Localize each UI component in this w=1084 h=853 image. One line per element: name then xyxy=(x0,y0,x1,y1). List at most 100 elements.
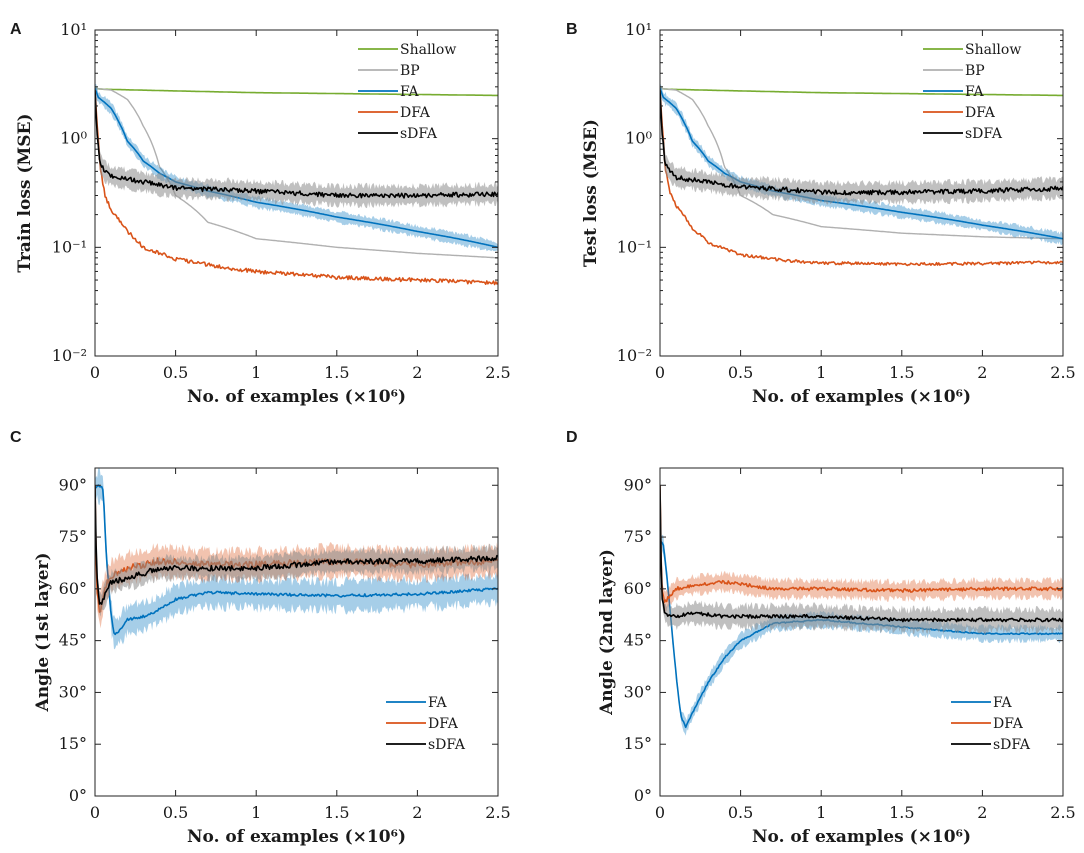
y-tick-label: 45° xyxy=(624,631,652,650)
axes-frame xyxy=(659,467,1064,797)
band-sdfa xyxy=(660,475,1063,635)
y-axis-label: Angle (2nd layer) xyxy=(597,549,617,716)
x-axis-label: No. of examples (×10⁶) xyxy=(187,827,406,847)
series-line-fa xyxy=(95,88,498,249)
y-tick-label: 10¹ xyxy=(625,20,652,39)
x-tick-label: 0.5 xyxy=(728,363,753,382)
legend-label-fa: FA xyxy=(993,695,1012,711)
x-tick-label: 0.5 xyxy=(728,803,753,822)
y-tick-label: 0° xyxy=(634,786,652,805)
x-tick-label: 0.5 xyxy=(163,363,188,382)
y-tick-label: 45° xyxy=(59,631,87,650)
panel-letter: B xyxy=(566,21,578,38)
y-tick-label: 10⁰ xyxy=(60,129,87,148)
y-tick-label: 60° xyxy=(59,579,87,598)
y-tick-label: 10⁻¹ xyxy=(52,237,87,256)
x-tick-label: 1 xyxy=(251,363,261,382)
x-tick-label: 1.5 xyxy=(889,363,914,382)
legend: Shallow BP FA DFA sDFA xyxy=(358,42,456,142)
x-tick-label: 2.5 xyxy=(1050,803,1075,822)
y-tick-label: 75° xyxy=(624,527,652,546)
legend: FA DFA sDFA xyxy=(386,695,466,753)
y-tick-label: 75° xyxy=(59,527,87,546)
legend-label-dfa: DFA xyxy=(400,105,431,121)
y-axis-label: Angle (1st layer) xyxy=(33,552,53,712)
series-line-shallow xyxy=(95,87,498,97)
x-tick-label: 2.5 xyxy=(1050,363,1075,382)
x-axis-label: No. of examples (×10⁶) xyxy=(187,387,406,407)
x-tick-label: 2 xyxy=(412,803,422,822)
series-line-dfa xyxy=(660,90,1063,267)
x-tick-label: 0 xyxy=(655,803,665,822)
panel-letter: C xyxy=(10,429,22,446)
y-tick-label: 10⁻² xyxy=(617,346,652,365)
y-tick-label: 30° xyxy=(624,682,652,701)
panel-d: D 0 0.5 1 1.5 2 2.5 0° 15° 30° 45° 60° 75° 90° No. of … xyxy=(566,429,1076,847)
legend-label-fa: FA xyxy=(400,84,419,100)
x-tick-label: 1.5 xyxy=(324,803,349,822)
legend-label-bp: BP xyxy=(965,63,985,79)
series-line-fa xyxy=(95,484,498,636)
y-tick-label: 0° xyxy=(69,786,87,805)
series-line-fa xyxy=(660,88,1063,240)
x-axis-label: No. of examples (×10⁶) xyxy=(752,387,971,407)
x-tick-label: 2 xyxy=(977,363,987,382)
band-fa xyxy=(660,82,1063,246)
legend-label-sdfa: sDFA xyxy=(428,737,466,753)
series-line-bp xyxy=(660,87,1063,240)
y-tick-label: 30° xyxy=(59,682,87,701)
legend-label-shallow: Shallow xyxy=(965,42,1021,58)
y-tick-label: 15° xyxy=(59,734,87,753)
x-tick-label: 1 xyxy=(816,803,826,822)
y-tick-label: 10⁰ xyxy=(625,129,652,148)
plot-area xyxy=(660,475,1063,736)
legend-label-sdfa: sDFA xyxy=(993,737,1031,753)
band-dfa xyxy=(660,477,1063,612)
axes-frame xyxy=(94,467,499,797)
y-tick-label: 10¹ xyxy=(60,20,87,39)
y-tick-label: 10⁻² xyxy=(52,346,87,365)
x-tick-label: 0 xyxy=(90,803,100,822)
panel-c: C 0 0.5 1 1.5 2 2.5 0° 15° 30° 45° 60° 75° 90° No. of … xyxy=(10,429,511,847)
axes-frame xyxy=(659,29,1064,357)
legend-label-dfa: DFA xyxy=(965,105,996,121)
y-tick-label: 90° xyxy=(59,475,87,494)
x-tick-label: 1.5 xyxy=(889,803,914,822)
legend-label-sdfa: sDFA xyxy=(400,126,438,142)
axes-frame xyxy=(94,29,499,357)
legend-label-fa: FA xyxy=(965,84,984,100)
band-fa xyxy=(660,534,1063,736)
series-line-dfa xyxy=(95,90,498,286)
x-tick-label: 2 xyxy=(412,363,422,382)
series-line-sdfa xyxy=(660,485,1063,623)
x-tick-label: 2.5 xyxy=(485,803,510,822)
band-fa xyxy=(95,84,498,252)
legend-label-bp: BP xyxy=(400,63,420,79)
y-axis-label: Test loss (MSE) xyxy=(581,119,601,267)
x-axis-label: No. of examples (×10⁶) xyxy=(752,827,971,847)
series-line-dfa xyxy=(660,485,1063,604)
band-fa xyxy=(95,468,498,650)
plot-area xyxy=(95,82,498,286)
legend-label-dfa: DFA xyxy=(993,716,1024,732)
plot-area xyxy=(660,79,1063,267)
plot-area xyxy=(95,468,498,650)
panel-letter: D xyxy=(566,429,578,446)
panel-a: A 0 0.5 1 1.5 2 2.5 10⁻² 10⁻¹ 10⁰ 10¹ No. of exampl… xyxy=(10,20,511,407)
band-sdfa xyxy=(95,82,498,209)
series-line-bp xyxy=(95,87,498,259)
y-tick-label: 90° xyxy=(624,475,652,494)
y-tick-label: 15° xyxy=(624,734,652,753)
series-line-sdfa xyxy=(95,90,498,199)
x-tick-label: 1.5 xyxy=(324,363,349,382)
legend-label-shallow: Shallow xyxy=(400,42,456,58)
x-tick-label: 1 xyxy=(816,363,826,382)
x-tick-label: 0 xyxy=(655,363,665,382)
legend-label-fa: FA xyxy=(428,695,447,711)
panel-letter: A xyxy=(10,21,22,38)
series-line-sdfa xyxy=(660,90,1063,196)
y-tick-label: 10⁻¹ xyxy=(617,237,652,256)
series-line-sdfa xyxy=(95,485,498,605)
band-sdfa xyxy=(660,79,1063,206)
